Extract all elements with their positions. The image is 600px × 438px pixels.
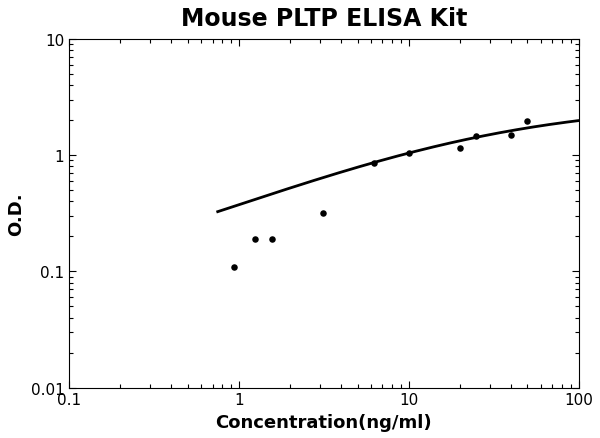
Point <box>370 160 379 167</box>
Point <box>472 134 481 141</box>
Point <box>251 236 260 243</box>
Title: Mouse PLTP ELISA Kit: Mouse PLTP ELISA Kit <box>181 7 467 31</box>
Point <box>229 265 239 272</box>
Point <box>318 210 328 217</box>
Point <box>506 132 516 139</box>
Point <box>404 150 413 157</box>
Point <box>267 236 277 243</box>
Y-axis label: O.D.: O.D. <box>7 192 25 236</box>
Point <box>523 119 532 126</box>
Point <box>455 145 465 152</box>
X-axis label: Concentration(ng/ml): Concentration(ng/ml) <box>215 413 432 431</box>
